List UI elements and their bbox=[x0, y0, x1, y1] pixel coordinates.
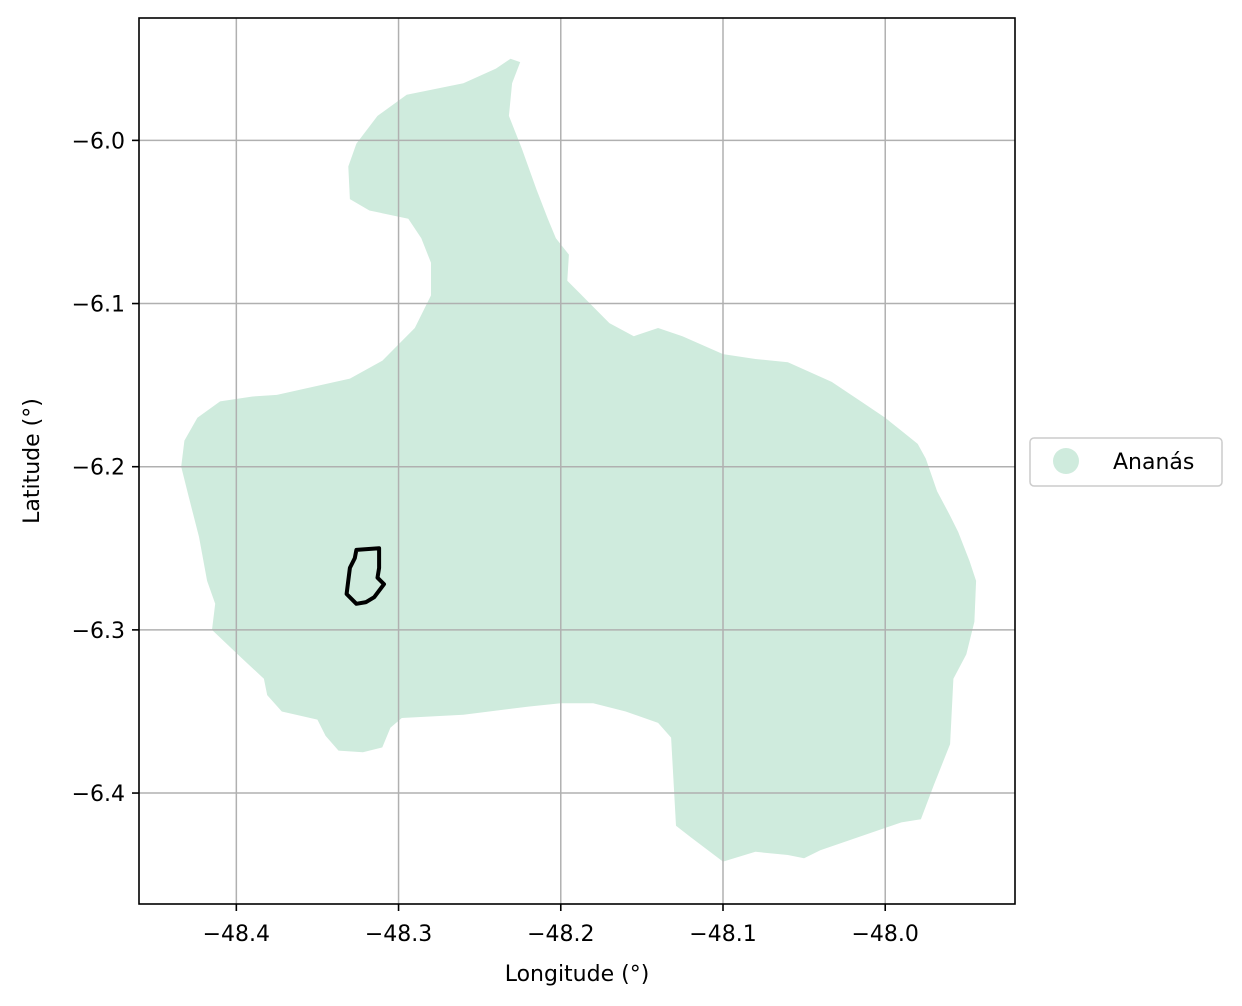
plot-frame bbox=[138, 17, 1016, 905]
y-tick-label: −6.4 bbox=[72, 782, 125, 807]
y-tick-label: −6.3 bbox=[72, 619, 125, 644]
municipality-region bbox=[181, 58, 977, 862]
y-tick-label: −6.2 bbox=[72, 456, 125, 481]
legend-marker-circle bbox=[1053, 448, 1079, 474]
x-axis-ticks: −48.4 −48.3 −48.2 −48.1 −48.0 bbox=[203, 904, 919, 947]
x-tick-label: −48.1 bbox=[689, 922, 756, 947]
legend: Ananás bbox=[1029, 437, 1223, 487]
y-axis-label: Latitude (°) bbox=[20, 398, 45, 524]
x-tick-label: −48.0 bbox=[852, 922, 919, 947]
y-tick-label: −6.0 bbox=[72, 129, 125, 154]
x-axis-label: Longitude (°) bbox=[505, 962, 650, 987]
x-tick-label: −48.3 bbox=[365, 922, 432, 947]
gridlines bbox=[139, 18, 1015, 904]
x-tick-label: −48.2 bbox=[527, 922, 594, 947]
y-tick-label: −6.1 bbox=[72, 293, 125, 318]
parcel-outline bbox=[344, 546, 386, 606]
y-axis-ticks: −6.0 −6.1 −6.2 −6.3 −6.4 bbox=[72, 129, 139, 807]
legend-box bbox=[1029, 437, 1223, 487]
legend-entry-label: Ananás bbox=[1113, 450, 1194, 475]
x-tick-label: −48.4 bbox=[203, 922, 270, 947]
